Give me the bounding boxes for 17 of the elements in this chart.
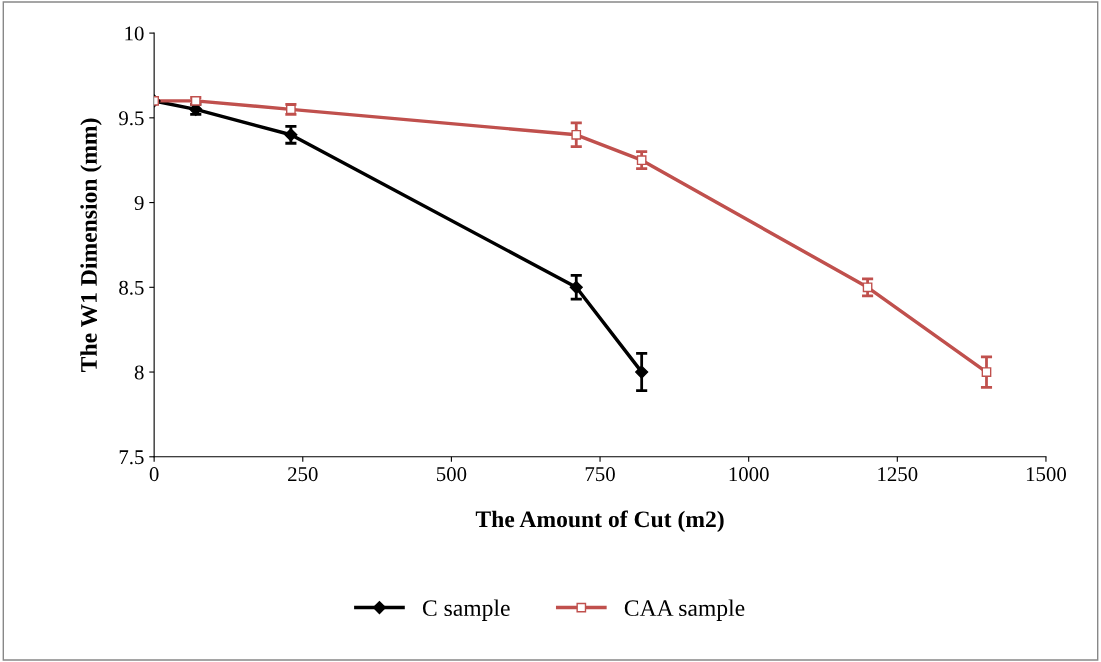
x-tick-label: 0 <box>149 467 159 482</box>
legend-label: CAA sample <box>624 599 745 621</box>
legend-label: C sample <box>422 599 510 621</box>
x-tick-label: 1000 <box>729 467 769 482</box>
y-tick-label: 8.5 <box>119 280 144 295</box>
y-tick-label: 8 <box>134 365 144 380</box>
y-tick-label: 10 <box>125 26 144 41</box>
y-tick-label: 7.5 <box>119 450 144 465</box>
y-tick-label: 9.5 <box>119 111 144 126</box>
y-tick-label: 9 <box>134 196 144 211</box>
x-tick-label: 500 <box>437 467 467 482</box>
x-tick-label: 1250 <box>878 467 918 482</box>
x-tick-label: 750 <box>585 467 615 482</box>
x-tick-label: 1500 <box>1026 467 1066 482</box>
y-axis-title: The W1 Dimension (mm) <box>80 118 102 372</box>
x-axis-title: The Amount of Cut (m2) <box>475 510 724 533</box>
x-tick-label: 250 <box>288 467 318 482</box>
